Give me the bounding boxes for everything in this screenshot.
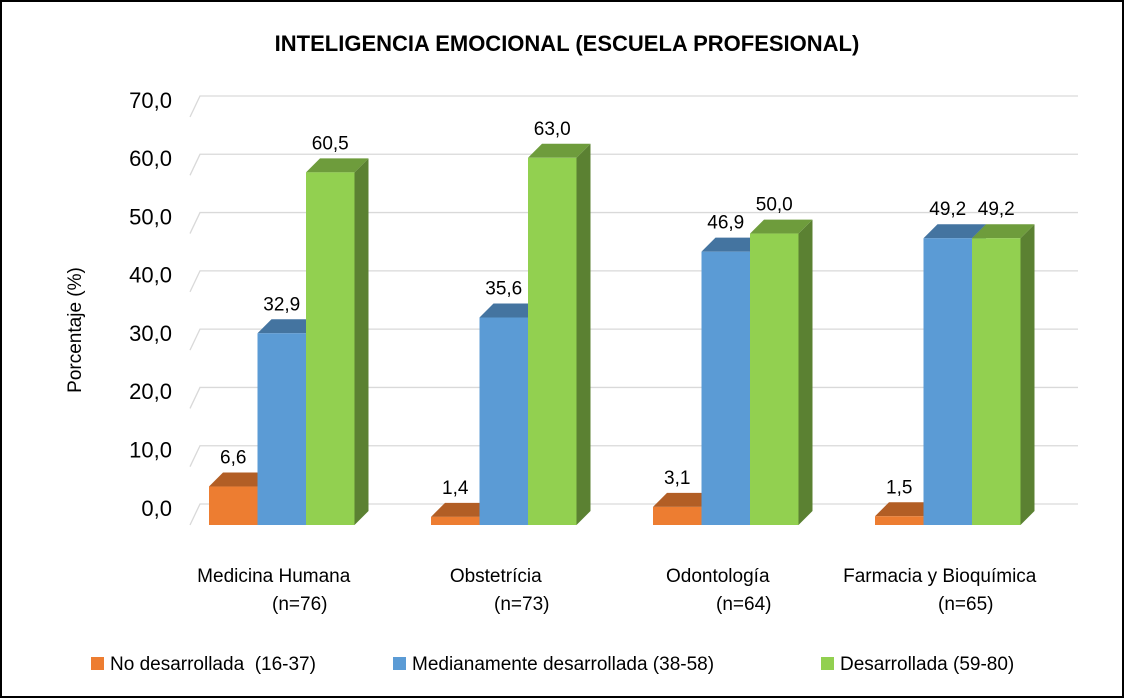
data-label: 32,9 [263,294,300,315]
bar-top [923,224,986,239]
data-label: 49,2 [929,199,966,220]
data-label: 1,5 [886,477,912,498]
bar [653,506,702,525]
data-label: 50,0 [756,195,793,216]
legend-swatch [91,657,104,670]
legend-label: Desarrollada (59-80) [840,654,1014,675]
bar-top [528,143,591,158]
bar-top [972,224,1035,239]
x-tick-label: (n=64) [716,594,771,615]
data-label: 63,0 [534,119,571,140]
bar [209,486,258,525]
grid-line [189,211,1078,234]
data-label: 6,6 [220,448,246,469]
y-tick-label: 60,0 [129,146,172,171]
x-tick-label: (n=73) [494,594,549,615]
legend-swatch [821,657,834,670]
bar-side [576,143,591,526]
bar [750,233,799,526]
bar-top [209,472,272,487]
bar [257,333,306,525]
y-tick-label: 0,0 [141,496,172,521]
legend-label: No desarrollada (16-37) [110,654,316,675]
data-label: 46,9 [707,213,744,234]
x-tick-label: Odontología [666,566,770,587]
data-label: 60,5 [312,133,349,154]
y-tick-label: 20,0 [129,379,172,404]
y-tick-label: 40,0 [129,263,172,288]
x-tick-label: Medicina Humana [197,566,351,587]
chart-title: INTELIGENCIA EMOCIONAL (ESCUELA PROFESIO… [275,31,860,56]
bar [875,516,924,525]
y-tick-label: 10,0 [129,438,172,463]
bar [306,172,355,525]
bar [923,238,972,525]
bar [528,157,577,526]
bar [972,238,1021,525]
bar-top [750,219,813,234]
grid-line [189,95,1078,118]
bar [431,516,480,525]
x-tick-label: Farmacia y Bioquímica [843,566,1037,587]
y-axis-title: Porcentaje (%) [65,267,86,393]
bar-top [701,237,764,252]
grid-line [189,153,1078,176]
bar-top [306,158,369,173]
legend-label: Medianamente desarrollada (38-58) [412,654,714,675]
x-tick-label: Obstetrícia [450,566,542,587]
data-label: 1,4 [442,478,469,499]
y-tick-label: 30,0 [129,321,172,346]
bar-top [431,502,494,517]
bar-top [479,303,542,318]
bar-top [257,319,320,334]
legend-swatch [393,657,406,670]
x-tick-label: (n=65) [938,594,993,615]
y-tick-label: 70,0 [129,88,172,113]
bar [701,251,750,525]
bar-side [1020,224,1035,525]
bar-side [798,219,813,526]
bar [479,317,528,525]
y-tick-label: 50,0 [129,204,172,229]
data-label: 49,2 [978,199,1015,220]
bar-top [653,492,716,507]
data-label: 35,6 [485,279,522,300]
data-label: 3,1 [664,468,690,489]
x-tick-label: (n=76) [272,594,327,615]
bar-top [875,502,938,517]
bar-side [354,158,369,525]
